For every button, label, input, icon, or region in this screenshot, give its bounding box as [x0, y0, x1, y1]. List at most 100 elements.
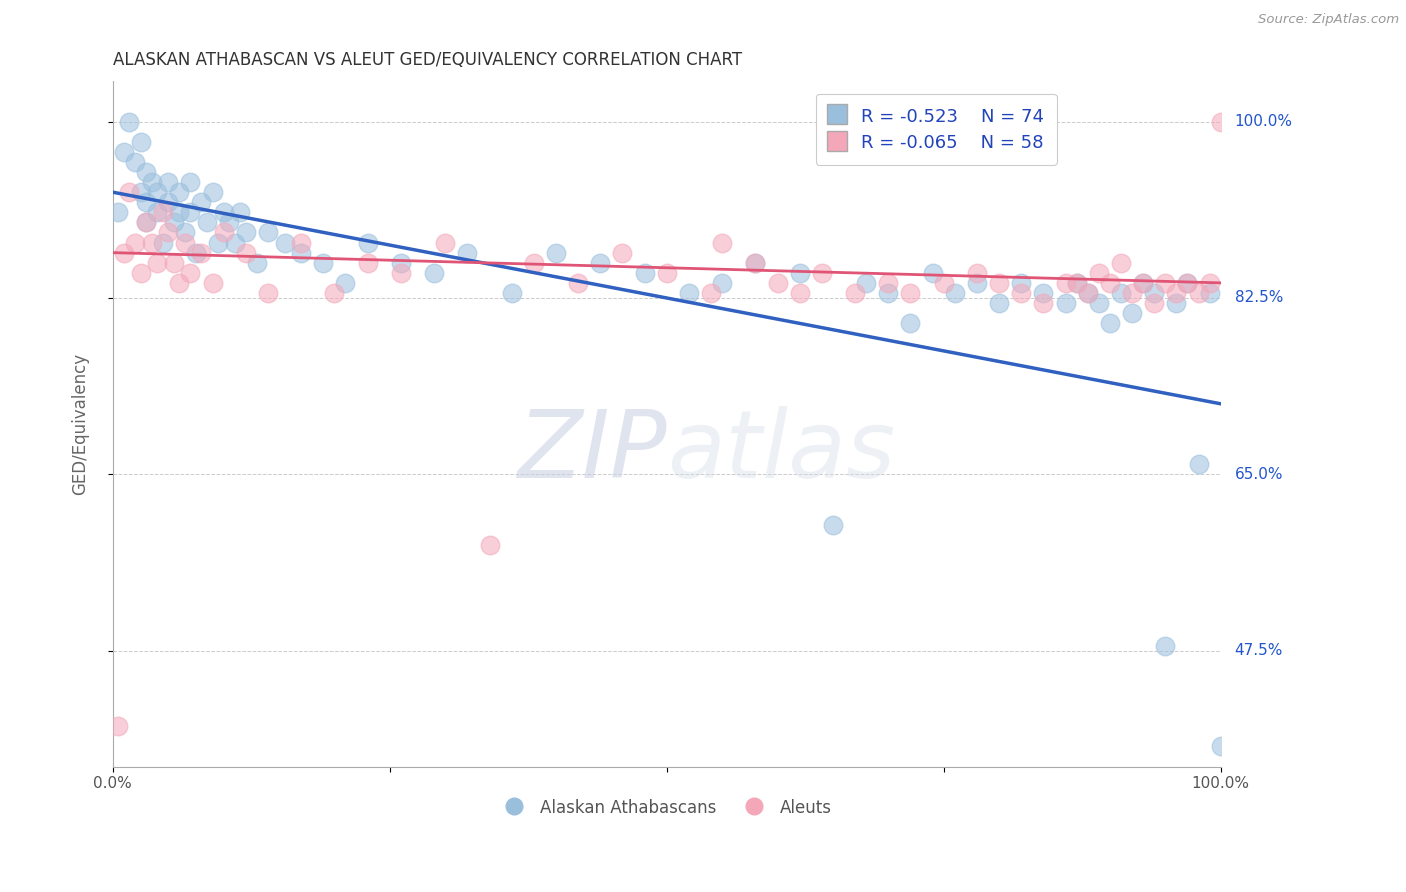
Point: [544, 245, 567, 260]
Point: [501, 285, 523, 300]
Point: [135, 215, 157, 229]
Text: 65.0%: 65.0%: [1234, 467, 1284, 482]
Point: [135, 215, 157, 229]
Point: [612, 245, 634, 260]
Point: [1143, 296, 1166, 310]
Point: [1066, 276, 1088, 290]
Point: [129, 135, 152, 149]
Point: [1088, 266, 1111, 280]
Point: [966, 276, 988, 290]
Point: [423, 266, 446, 280]
Point: [169, 276, 191, 290]
Point: [1077, 285, 1099, 300]
Point: [107, 205, 129, 219]
Point: [212, 226, 235, 240]
Point: [589, 256, 612, 270]
Point: [201, 185, 224, 199]
Point: [655, 266, 678, 280]
Point: [1088, 296, 1111, 310]
Point: [312, 256, 335, 270]
Point: [966, 266, 988, 280]
Text: 82.5%: 82.5%: [1234, 291, 1282, 305]
Point: [235, 245, 257, 260]
Point: [229, 205, 252, 219]
Y-axis label: GED/Equivalency: GED/Equivalency: [72, 353, 89, 495]
Point: [179, 266, 201, 280]
Point: [356, 256, 378, 270]
Point: [146, 205, 169, 219]
Point: [1032, 296, 1054, 310]
Point: [943, 285, 966, 300]
Point: [356, 235, 378, 250]
Point: [173, 235, 195, 250]
Point: [1054, 296, 1077, 310]
Point: [173, 226, 195, 240]
Point: [389, 256, 412, 270]
Point: [1187, 457, 1209, 471]
Point: [789, 285, 811, 300]
Point: [1143, 285, 1166, 300]
Text: ZIP: ZIP: [517, 406, 666, 497]
Point: [1109, 256, 1132, 270]
Point: [257, 226, 280, 240]
Point: [811, 266, 834, 280]
Point: [1209, 114, 1232, 128]
Point: [118, 185, 141, 199]
Point: [478, 538, 501, 552]
Point: [877, 285, 900, 300]
Point: [1177, 276, 1199, 290]
Point: [224, 235, 246, 250]
Point: [523, 256, 546, 270]
Point: [118, 114, 141, 128]
Point: [434, 235, 457, 250]
Point: [141, 235, 163, 250]
Point: [1166, 285, 1188, 300]
Point: [179, 205, 201, 219]
Point: [135, 165, 157, 179]
Point: [179, 175, 201, 189]
Text: Source: ZipAtlas.com: Source: ZipAtlas.com: [1258, 13, 1399, 27]
Point: [212, 205, 235, 219]
Point: [141, 175, 163, 189]
Point: [235, 226, 257, 240]
Point: [1187, 285, 1209, 300]
Text: ALASKAN ATHABASCAN VS ALEUT GED/EQUIVALENCY CORRELATION CHART: ALASKAN ATHABASCAN VS ALEUT GED/EQUIVALE…: [112, 51, 742, 69]
Point: [152, 205, 174, 219]
Point: [1132, 276, 1154, 290]
Point: [932, 276, 955, 290]
Point: [201, 276, 224, 290]
Point: [744, 256, 766, 270]
Point: [711, 235, 734, 250]
Point: [190, 195, 212, 210]
Point: [1010, 276, 1032, 290]
Point: [146, 185, 169, 199]
Point: [1154, 276, 1177, 290]
Point: [921, 266, 943, 280]
Point: [195, 215, 218, 229]
Point: [112, 145, 135, 159]
Point: [190, 245, 212, 260]
Point: [157, 175, 180, 189]
Point: [146, 256, 169, 270]
Point: [678, 285, 700, 300]
Point: [290, 245, 312, 260]
Point: [129, 266, 152, 280]
Point: [135, 195, 157, 210]
Point: [567, 276, 589, 290]
Point: [1198, 285, 1220, 300]
Point: [1077, 285, 1099, 300]
Point: [157, 195, 180, 210]
Point: [246, 256, 269, 270]
Point: [1121, 306, 1143, 320]
Point: [207, 235, 229, 250]
Point: [169, 205, 191, 219]
Point: [766, 276, 789, 290]
Point: [900, 316, 922, 330]
Point: [218, 215, 240, 229]
Point: [988, 296, 1011, 310]
Point: [744, 256, 766, 270]
Point: [1132, 276, 1154, 290]
Point: [1098, 276, 1121, 290]
Point: [1109, 285, 1132, 300]
Point: [163, 215, 186, 229]
